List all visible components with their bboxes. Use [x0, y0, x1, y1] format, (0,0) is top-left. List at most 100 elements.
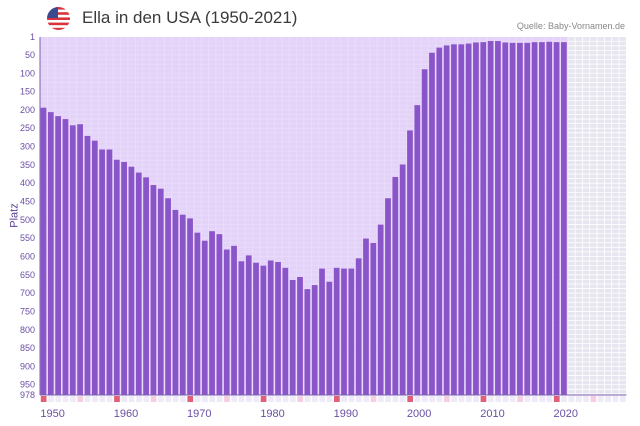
bar-1991	[341, 268, 347, 395]
bar-2009	[473, 42, 479, 395]
bar-1977	[238, 261, 245, 395]
bar-gap	[274, 37, 282, 395]
x-tick-label: 2010	[480, 408, 504, 420]
year-marker-2016	[524, 396, 531, 402]
year-marker-1997	[385, 396, 392, 402]
y-tick-label: 700	[20, 288, 35, 298]
year-marker-2014	[509, 396, 516, 402]
bar-2016	[524, 42, 531, 395]
y-tick-label: 600	[20, 251, 35, 261]
bar-1986	[304, 289, 311, 395]
bar-1966	[157, 188, 164, 395]
year-marker-1957	[92, 396, 98, 402]
bar-1957	[91, 140, 98, 395]
bar-gap	[230, 37, 238, 395]
bar-1978	[245, 255, 252, 395]
bar-1969	[179, 214, 186, 395]
year-marker-1959	[106, 396, 113, 402]
bar-1990	[333, 267, 340, 395]
year-marker-1983	[282, 396, 289, 402]
year-marker-2008	[465, 396, 472, 402]
year-marker-1998	[392, 396, 399, 402]
year-marker-1968	[172, 396, 179, 402]
y-tick-label: 550	[20, 233, 35, 243]
bar-1983	[282, 267, 289, 395]
year-marker-2015	[517, 396, 523, 402]
year-marker-2022	[568, 396, 575, 402]
bar-gap	[318, 37, 326, 395]
year-marker-1954	[70, 396, 76, 402]
year-marker-2023	[575, 396, 582, 402]
bar-gap	[340, 37, 348, 395]
year-marker-1973	[209, 396, 216, 402]
y-tick-label: 1	[30, 32, 35, 42]
bar-1965	[150, 185, 157, 395]
year-marker-2011	[487, 396, 494, 402]
y-tick-label: 50	[25, 50, 35, 60]
year-marker-1975	[224, 396, 230, 402]
year-marker-2003	[429, 396, 436, 402]
year-marker-2002	[421, 396, 428, 402]
bar-2004	[436, 47, 443, 396]
year-marker-2009	[473, 396, 479, 402]
bar-gap	[369, 37, 378, 395]
year-marker-2024	[583, 396, 589, 402]
year-marker-1953	[62, 396, 69, 402]
bar-1962	[128, 166, 135, 395]
bar-1951	[47, 112, 54, 395]
bar-gap	[281, 37, 290, 395]
year-marker-1984	[290, 396, 296, 402]
year-marker-1972	[202, 396, 208, 402]
year-marker-2004	[436, 396, 443, 402]
bar-2019	[546, 41, 553, 396]
bar-gap	[237, 37, 246, 395]
bar-gap	[325, 37, 334, 395]
us-flag-icon	[47, 7, 70, 35]
bar-1974	[216, 234, 223, 395]
bar-1979	[253, 262, 259, 395]
bar-1999	[399, 164, 406, 395]
year-marker-1987	[312, 396, 318, 402]
year-marker-1956	[84, 396, 91, 402]
bar-1985	[297, 277, 303, 395]
year-marker-2007	[458, 396, 465, 402]
bar-1992	[348, 268, 355, 395]
bar-2018	[539, 42, 545, 395]
bar-gap	[289, 37, 297, 395]
y-tick-label: 150	[20, 87, 35, 97]
y-tick-label: 300	[20, 142, 35, 152]
year-marker-1988	[319, 396, 326, 402]
y-tick-label: 800	[20, 325, 35, 335]
bar-1960	[113, 159, 120, 395]
bar-2013	[502, 42, 509, 395]
bar-gap	[347, 37, 356, 395]
year-marker-1985	[297, 396, 304, 402]
year-marker-1962	[128, 396, 135, 402]
bar-1973	[209, 231, 215, 395]
bar-2017	[531, 42, 538, 395]
bar-2005	[443, 45, 450, 395]
year-marker-1993	[355, 396, 362, 402]
y-tick-label: 500	[20, 215, 35, 225]
year-marker-2021	[561, 396, 567, 402]
y-tick-label: 950	[20, 380, 35, 390]
year-marker-1958	[99, 396, 106, 402]
bar-gap	[267, 37, 275, 395]
year-marker-1966	[158, 396, 164, 402]
year-marker-1970	[187, 396, 194, 402]
year-marker-2000	[407, 396, 414, 402]
year-marker-2017	[531, 396, 538, 402]
bar-gap	[252, 37, 260, 395]
y-tick-label: 200	[20, 105, 35, 115]
bar-2011	[487, 41, 494, 396]
bar-1981	[267, 260, 274, 395]
bar-2015	[517, 42, 523, 395]
bar-gap	[311, 37, 319, 395]
bar-gap	[186, 37, 194, 395]
x-tick-label: 2000	[407, 408, 431, 420]
year-marker-2012	[495, 396, 501, 402]
bar-gap	[296, 37, 304, 395]
y-tick-label: 350	[20, 160, 35, 170]
year-marker-1999	[399, 396, 406, 402]
